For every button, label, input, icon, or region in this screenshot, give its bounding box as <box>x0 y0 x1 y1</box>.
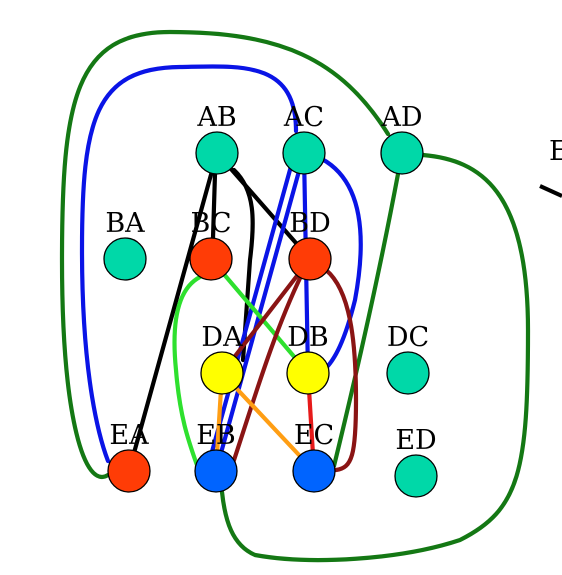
node-circle-ab <box>195 131 239 175</box>
node-dc: DC <box>386 322 430 395</box>
node-circle-ba <box>103 237 147 281</box>
clipped-edge-fragment <box>539 184 562 198</box>
node-circle-ac <box>282 131 326 175</box>
edge-bd-da <box>219 256 313 376</box>
node-da: DA <box>200 322 244 395</box>
node-label-ad: AD <box>380 102 422 133</box>
node-label-ed: ED <box>395 425 436 456</box>
node-label-ec: EC <box>294 420 334 451</box>
node-circle-dc <box>386 351 430 395</box>
node-circle-eb <box>194 449 238 493</box>
edge-bc-db <box>208 256 311 376</box>
node-circle-ea <box>107 449 151 493</box>
node-label-dc: DC <box>387 322 429 353</box>
node-label-ab: AB <box>196 102 236 133</box>
edge-ac-ea <box>59 29 391 479</box>
node-circle-ec <box>292 449 336 493</box>
node-ec: EC <box>292 420 336 493</box>
edge-bd-eb <box>225 271 305 481</box>
node-label-bc: BC <box>190 208 231 239</box>
node-label-ea: EA <box>109 420 149 451</box>
edge-ab-ea <box>79 64 299 464</box>
node-circle-da <box>200 351 244 395</box>
edge-ab-ea <box>126 150 220 474</box>
edge-ac-eb <box>213 150 307 474</box>
node-ad: AD <box>380 102 424 175</box>
node-label-eb: EB <box>196 420 236 451</box>
node-db: DB <box>286 322 330 395</box>
node-ab: AB <box>195 102 239 175</box>
node-label-ac: AC <box>283 102 324 133</box>
edge-ab-bc <box>210 171 218 241</box>
node-ac: AC <box>282 102 326 175</box>
node-label-ba: BA <box>105 208 145 239</box>
node-ea: EA <box>107 420 151 493</box>
edge-bc-eb <box>172 274 203 471</box>
node-eb: EB <box>194 420 238 493</box>
node-ba: BA <box>103 208 147 281</box>
nodes-layer: AB AC AD BA BC BD DA DB DC EA EB EC ED <box>103 102 438 498</box>
edge-da-ec <box>219 370 317 474</box>
edge-bd-ec <box>323 267 359 473</box>
node-ed: ED <box>394 425 438 498</box>
node-circle-bc <box>189 237 233 281</box>
node-label-db: DB <box>287 322 329 353</box>
edges-layer <box>59 29 531 563</box>
node-circle-ad <box>380 131 424 175</box>
node-bc: BC <box>189 208 233 281</box>
edge-ad-eb <box>219 152 531 563</box>
node-circle-ed <box>394 454 438 498</box>
node-label-da: DA <box>201 322 243 353</box>
clipped-node-label: E <box>549 136 562 167</box>
node-label-bd: BD <box>289 208 331 239</box>
edge-ad-ec <box>331 171 401 469</box>
node-bd: BD <box>288 208 332 281</box>
node-circle-bd <box>288 237 332 281</box>
edge-ac-bd <box>319 156 363 373</box>
node-circle-db <box>286 351 330 395</box>
